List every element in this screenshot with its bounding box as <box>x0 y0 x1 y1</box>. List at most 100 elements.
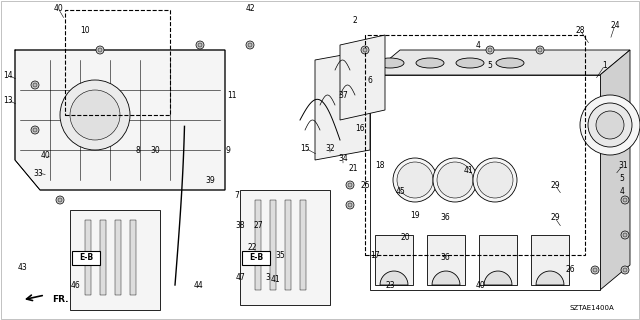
Text: 20: 20 <box>400 234 410 243</box>
Text: 25: 25 <box>360 180 370 189</box>
Circle shape <box>623 268 627 272</box>
Circle shape <box>58 198 62 202</box>
Circle shape <box>621 231 629 239</box>
Circle shape <box>596 111 624 139</box>
Polygon shape <box>484 271 512 285</box>
Circle shape <box>623 233 627 237</box>
Bar <box>370 75 600 290</box>
Bar <box>365 35 585 255</box>
Text: 4: 4 <box>476 41 481 50</box>
Circle shape <box>593 268 597 272</box>
Text: 35: 35 <box>275 251 285 260</box>
Circle shape <box>346 201 354 209</box>
Circle shape <box>348 183 352 187</box>
Text: 15: 15 <box>300 143 310 153</box>
Bar <box>70 210 160 310</box>
Text: 14: 14 <box>3 70 13 79</box>
Text: 38: 38 <box>235 220 245 229</box>
Text: E-B: E-B <box>79 253 93 262</box>
Bar <box>85 220 91 295</box>
Circle shape <box>580 95 640 155</box>
Text: 28: 28 <box>575 26 585 35</box>
Text: 4: 4 <box>620 188 625 196</box>
Text: 34: 34 <box>338 154 348 163</box>
Text: 21: 21 <box>348 164 358 172</box>
Circle shape <box>433 158 477 202</box>
Bar <box>427 235 465 285</box>
Text: 8: 8 <box>136 146 140 155</box>
Circle shape <box>248 43 252 47</box>
Text: 44: 44 <box>193 281 203 290</box>
Text: 40: 40 <box>475 281 485 290</box>
Polygon shape <box>340 35 385 120</box>
Text: 24: 24 <box>610 20 620 29</box>
Circle shape <box>70 90 120 140</box>
Text: 2: 2 <box>353 15 357 25</box>
Text: 36: 36 <box>440 213 450 222</box>
Circle shape <box>246 41 254 49</box>
Bar <box>255 200 261 290</box>
Text: 5: 5 <box>620 173 625 182</box>
Bar <box>531 235 569 285</box>
Polygon shape <box>315 50 370 160</box>
Bar <box>130 220 136 295</box>
Text: 16: 16 <box>355 124 365 132</box>
Bar <box>300 200 306 290</box>
Polygon shape <box>370 50 630 75</box>
Circle shape <box>346 181 354 189</box>
Bar <box>479 235 517 285</box>
Circle shape <box>621 266 629 274</box>
Circle shape <box>397 162 433 198</box>
Text: 11: 11 <box>227 91 237 100</box>
Circle shape <box>363 48 367 52</box>
Text: 46: 46 <box>70 281 80 290</box>
Bar <box>115 220 121 295</box>
Polygon shape <box>432 271 460 285</box>
Text: 13: 13 <box>3 95 13 105</box>
Bar <box>72 251 100 265</box>
Ellipse shape <box>416 58 444 68</box>
Circle shape <box>538 48 542 52</box>
Text: 41: 41 <box>270 276 280 284</box>
Text: SZTAE1400A: SZTAE1400A <box>570 305 615 311</box>
Text: FR.: FR. <box>52 295 68 305</box>
Circle shape <box>488 48 492 52</box>
Text: 30: 30 <box>150 146 160 155</box>
Circle shape <box>33 83 37 87</box>
Ellipse shape <box>456 58 484 68</box>
Polygon shape <box>380 271 408 285</box>
Bar <box>242 251 270 265</box>
Polygon shape <box>536 271 564 285</box>
Polygon shape <box>600 50 630 290</box>
Circle shape <box>361 46 369 54</box>
Ellipse shape <box>496 58 524 68</box>
Polygon shape <box>15 50 225 190</box>
Text: 40: 40 <box>40 150 50 159</box>
Text: 33: 33 <box>33 169 43 178</box>
Circle shape <box>60 80 130 150</box>
Circle shape <box>198 43 202 47</box>
Text: 40: 40 <box>53 4 63 12</box>
Circle shape <box>96 46 104 54</box>
Text: 37: 37 <box>338 91 348 100</box>
Circle shape <box>98 48 102 52</box>
Text: 18: 18 <box>375 161 385 170</box>
Circle shape <box>196 41 204 49</box>
Text: 3: 3 <box>266 274 271 283</box>
Text: 29: 29 <box>550 180 560 189</box>
Bar <box>100 220 106 295</box>
Text: 17: 17 <box>370 251 380 260</box>
Text: 23: 23 <box>385 281 395 290</box>
Text: 32: 32 <box>325 143 335 153</box>
Bar <box>285 200 291 290</box>
Text: 29: 29 <box>550 213 560 222</box>
Text: 39: 39 <box>205 175 215 185</box>
Circle shape <box>348 203 352 207</box>
Text: 41: 41 <box>463 165 473 174</box>
Circle shape <box>477 162 513 198</box>
Circle shape <box>56 196 64 204</box>
Text: 6: 6 <box>367 76 372 84</box>
Circle shape <box>623 198 627 202</box>
Text: 47: 47 <box>235 274 245 283</box>
Text: 45: 45 <box>395 188 405 196</box>
